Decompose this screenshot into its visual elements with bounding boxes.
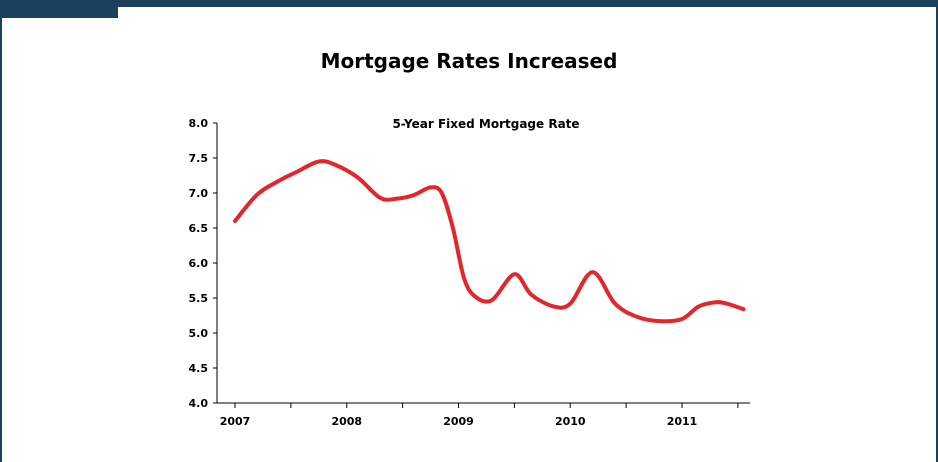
y-tick-label: 8.0 [189,117,209,130]
y-tick-label: 7.0 [189,187,209,200]
series-line-5yr-fixed-rate [233,159,746,324]
corner-tab [2,7,118,18]
y-tick-label: 4.0 [189,397,209,410]
y-tick-label: 5.0 [189,327,209,340]
y-ticks: 8.0 7.5 7.0 6.5 6.0 5.5 5.0 4.5 4.0 [189,117,217,410]
x-tick-label: 2007 [220,415,251,428]
y-tick-label: 5.5 [189,292,209,305]
y-tick-label: 7.5 [189,152,209,165]
x-tick-label: 2009 [443,415,474,428]
x-tick-label: 2008 [331,415,362,428]
slide-title: Mortgage Rates Increased [320,49,618,73]
x-tick-label: 2010 [555,415,586,428]
chart-title: 5-Year Fixed Mortgage Rate [392,117,579,131]
y-tick-label: 6.5 [189,222,209,235]
x-tick-label: 2011 [667,415,698,428]
y-tick-label: 4.5 [189,362,209,375]
y-tick-label: 6.0 [189,257,209,270]
x-ticks: 2007 2008 2009 2010 2011 [220,403,739,428]
